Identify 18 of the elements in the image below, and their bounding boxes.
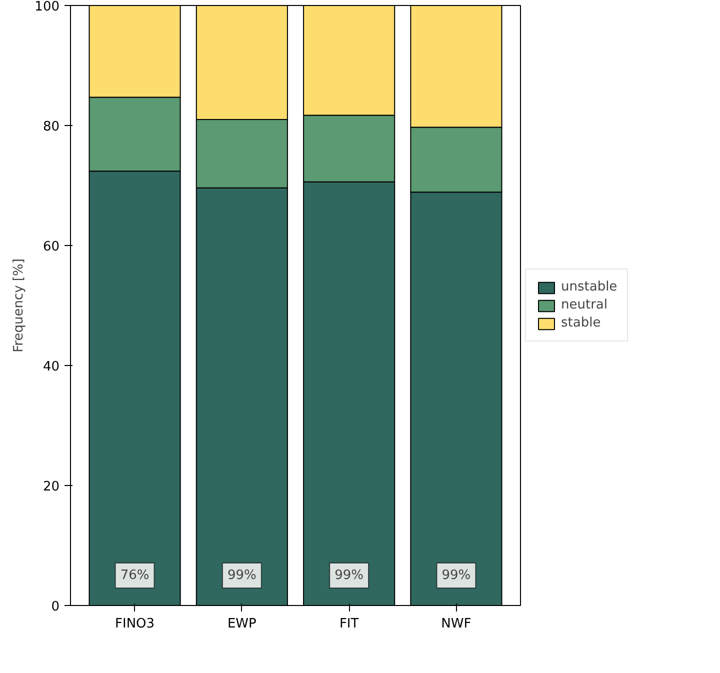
x-tick-label: NWF bbox=[441, 616, 472, 632]
y-tick-label: 0 bbox=[51, 600, 60, 614]
x-tick-label: FIT bbox=[339, 616, 359, 632]
annotation: 76% bbox=[120, 568, 150, 583]
y-tick-label: 20 bbox=[42, 480, 60, 494]
legend-label: neutral bbox=[561, 298, 608, 312]
y-tick-label: 100 bbox=[34, 0, 60, 14]
y-tick-label: 60 bbox=[42, 240, 60, 254]
annotation: 99% bbox=[442, 568, 471, 583]
legend-label: stable bbox=[561, 316, 601, 330]
x-tick-label: FINO3 bbox=[115, 616, 155, 632]
annotation: 99% bbox=[334, 568, 364, 583]
legend-label: unstable bbox=[561, 280, 618, 294]
annotation: 99% bbox=[227, 568, 256, 583]
y-tick-label: 40 bbox=[42, 360, 60, 374]
y-tick-label: 80 bbox=[42, 120, 60, 134]
x-tick-label: EWP bbox=[227, 616, 257, 632]
y-axis-title: Frequency [%] bbox=[12, 258, 27, 352]
